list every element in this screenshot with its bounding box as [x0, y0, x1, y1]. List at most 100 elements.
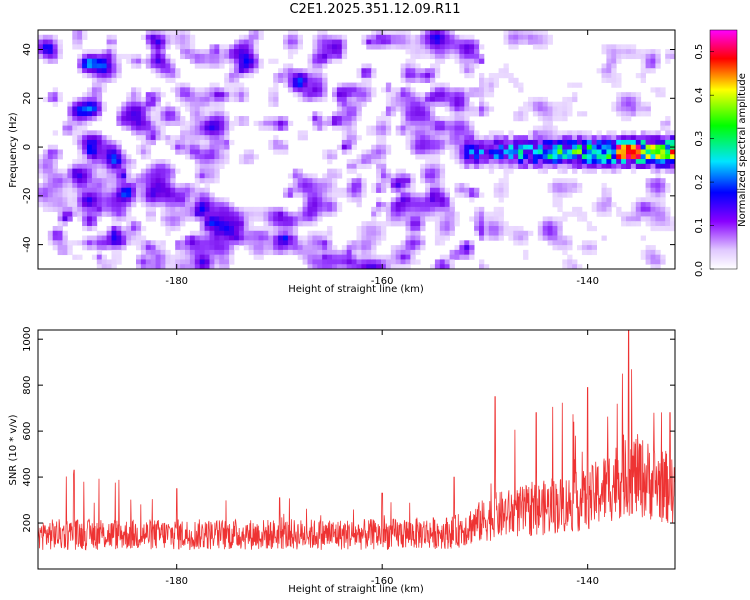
- heatmap-cell: [91, 245, 98, 251]
- heatmap-cell: [106, 39, 112, 45]
- heatmap-cell: [528, 163, 534, 170]
- heatmap-cell: [38, 163, 44, 170]
- heatmap-cell: [91, 101, 98, 107]
- heatmap-cell: [459, 106, 465, 112]
- heatmap-cell: [327, 264, 333, 269]
- heatmap-cell: [185, 254, 191, 260]
- heatmap-cell: [91, 221, 98, 227]
- heatmap-cell: [204, 58, 210, 64]
- heatmap-cell: [395, 254, 401, 260]
- heatmap-cell: [327, 259, 333, 265]
- heatmap-cell: [650, 259, 656, 265]
- heatmap-cell: [395, 216, 401, 222]
- heatmap-cell: [439, 230, 446, 236]
- heatmap-cell: [307, 182, 313, 189]
- heatmap-cell: [503, 187, 509, 193]
- heatmap-cell: [145, 178, 152, 184]
- heatmap-cell: [229, 216, 235, 222]
- heatmap-cell: [645, 106, 651, 112]
- heatmap-cell: [454, 111, 460, 117]
- heatmap-cell: [155, 63, 161, 69]
- heatmap-cell: [630, 111, 637, 117]
- heatmap-cell: [77, 125, 83, 131]
- heatmap-cell: [111, 245, 117, 251]
- heatmap-cell: [356, 92, 362, 98]
- heatmap-cell: [322, 235, 328, 241]
- heatmap-cell: [385, 96, 392, 103]
- heatmap-cell: [248, 240, 254, 246]
- heatmap-cell: [126, 125, 132, 131]
- heatmap-cell: [336, 125, 343, 131]
- heatmap-cell: [336, 92, 343, 98]
- heatmap-cell: [194, 202, 201, 208]
- heatmap-cell: [101, 202, 107, 208]
- heatmap-cell: [238, 235, 245, 241]
- heatmap-cell: [160, 245, 166, 251]
- heatmap-cell: [464, 144, 470, 150]
- heatmap-cell: [586, 240, 593, 246]
- heatmap-cell: [145, 163, 152, 170]
- x-tick-label: -160: [371, 276, 394, 287]
- heatmap-cell: [297, 173, 303, 179]
- heatmap-cell: [185, 34, 191, 40]
- heatmap-cell: [650, 192, 656, 198]
- heatmap-cell: [469, 58, 475, 64]
- heatmap-cell: [297, 235, 303, 241]
- heatmap-cell: [273, 249, 279, 256]
- heatmap-cell: [67, 111, 73, 117]
- heatmap-cell: [523, 163, 529, 170]
- heatmap-cell: [670, 49, 675, 55]
- heatmap-cell: [312, 182, 318, 189]
- heatmap-cell: [645, 206, 651, 213]
- heatmap-cell: [366, 96, 372, 103]
- heatmap-cell: [185, 101, 191, 107]
- heatmap-cell: [400, 120, 406, 126]
- heatmap-cell: [376, 254, 382, 260]
- heatmap-cell: [101, 168, 107, 174]
- heatmap-cell: [439, 34, 446, 40]
- heatmap-cell: [336, 116, 343, 122]
- heatmap-cell: [420, 116, 426, 122]
- heatmap-cell: [170, 182, 176, 189]
- heatmap-cell: [224, 264, 230, 269]
- heatmap-cell: [317, 178, 323, 184]
- heatmap-cell: [488, 149, 495, 155]
- heatmap-cell: [106, 182, 112, 189]
- heatmap-cell: [312, 125, 318, 131]
- heatmap-cell: [52, 245, 58, 251]
- heatmap-cell: [493, 225, 499, 232]
- heatmap-cell: [616, 111, 622, 117]
- heatmap-cell: [292, 34, 299, 40]
- heatmap-cell: [312, 92, 318, 98]
- heatmap-cell: [611, 77, 617, 83]
- heatmap-cell: [111, 192, 117, 198]
- heatmap-cell: [405, 254, 411, 260]
- heatmap-cell: [126, 197, 132, 203]
- heatmap-cell: [175, 96, 181, 103]
- heatmap-cell: [361, 259, 367, 265]
- heatmap-cell: [562, 116, 568, 122]
- heatmap-cell: [96, 187, 103, 193]
- heatmap-cell: [503, 225, 509, 232]
- heatmap-cell: [405, 144, 411, 150]
- heatmap-cell: [57, 149, 63, 155]
- heatmap-cell: [655, 216, 661, 222]
- heatmap-cell: [47, 53, 54, 60]
- heatmap-cell: [165, 159, 171, 165]
- heatmap-cell: [229, 82, 235, 88]
- heatmap-cell: [199, 206, 205, 213]
- heatmap-cell: [434, 139, 441, 146]
- heatmap-cell: [219, 225, 225, 232]
- heatmap-cell: [645, 202, 651, 208]
- heatmap-cell: [273, 230, 279, 236]
- heatmap-cell: [562, 111, 568, 117]
- heatmap-cell: [297, 77, 303, 83]
- heatmap-cell: [180, 240, 186, 246]
- heatmap-cell: [199, 264, 205, 269]
- heatmap-cell: [62, 221, 68, 227]
- heatmap-cell: [87, 211, 93, 217]
- heatmap-cell: [552, 144, 558, 150]
- heatmap-cell: [322, 49, 328, 55]
- heatmap-cell: [238, 211, 245, 217]
- heatmap-cell: [77, 178, 83, 184]
